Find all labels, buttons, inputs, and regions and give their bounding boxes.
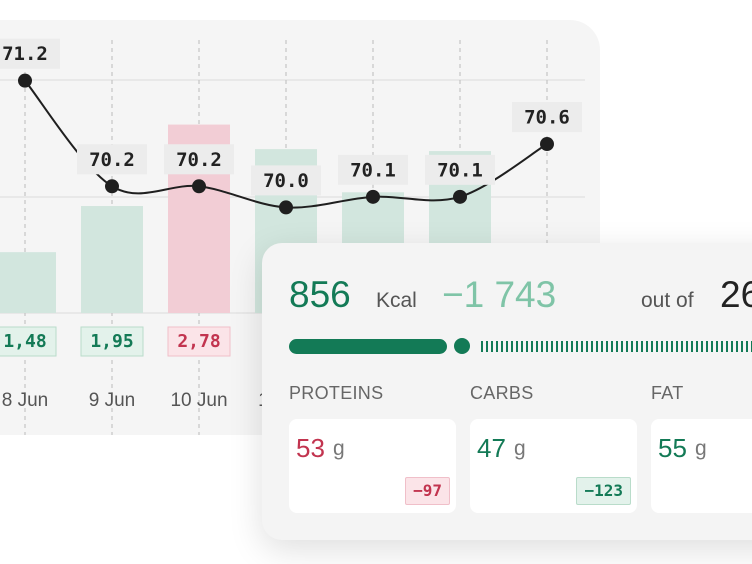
bar	[0, 252, 56, 313]
point-label-bg	[512, 102, 582, 133]
remaining: −1 743	[442, 274, 557, 315]
nutrition-card: 856 Kcal −1 743 out of 26 PROTEINS 53 g −97…	[262, 243, 752, 540]
macro-amount: 55	[658, 433, 687, 463]
macro-amount: 47	[477, 433, 506, 463]
line-point	[366, 189, 380, 204]
point-label: 70.2	[89, 149, 135, 171]
macro-name: CARBS	[470, 383, 534, 403]
point-label-bg	[164, 144, 234, 175]
macro-unit: g	[514, 437, 526, 460]
line-point	[453, 189, 467, 204]
x-tick-label: 10 Jun	[170, 390, 227, 411]
progress-fill	[289, 339, 447, 354]
target: 26	[720, 274, 752, 315]
x-tick-label: 9 Jun	[89, 390, 135, 411]
point-label-bg	[0, 38, 60, 69]
point-label: 70.1	[350, 159, 396, 181]
macro-delta: −97	[405, 477, 450, 505]
bar-value-label: 2,78	[177, 331, 220, 352]
out-of: out of	[641, 289, 694, 312]
point-label: 70.6	[524, 107, 570, 129]
point-label: 71.2	[2, 43, 48, 65]
macro-name: FAT	[651, 383, 684, 403]
macro-unit: g	[695, 437, 707, 460]
point-label: 70.1	[437, 159, 483, 181]
macro-name: PROTEINS	[289, 383, 384, 403]
macro-amount: 53	[296, 433, 325, 463]
point-label: 70.2	[176, 149, 222, 171]
value-chip	[80, 326, 144, 357]
macro-unit: g	[333, 437, 345, 460]
bar-value-label: 1,95	[90, 331, 133, 352]
macro-box: 53 g −97	[289, 419, 456, 513]
point-label-bg	[77, 144, 147, 175]
x-tick-label: 8 Jun	[2, 390, 48, 411]
line-point	[105, 179, 119, 194]
bar	[81, 206, 143, 313]
line-point	[540, 137, 554, 152]
kcal: 856	[289, 274, 351, 315]
line-point	[192, 179, 206, 194]
kcal-unit: Kcal	[376, 289, 417, 312]
line-point	[279, 200, 293, 215]
value-chip	[167, 326, 231, 357]
progress-rest	[481, 341, 752, 352]
macro-box: 47 g −123	[470, 419, 637, 513]
value-chip	[0, 326, 57, 357]
line-point	[18, 73, 32, 88]
point-label-bg	[425, 154, 495, 185]
macro-delta: −123	[576, 477, 631, 505]
bar-value-label: 1,48	[3, 331, 46, 352]
macro-box: 55 g	[651, 419, 752, 513]
point-label-bg	[251, 165, 321, 196]
point-label-bg	[338, 154, 408, 185]
point-label: 70.0	[263, 170, 309, 192]
progress-knob	[454, 338, 470, 354]
